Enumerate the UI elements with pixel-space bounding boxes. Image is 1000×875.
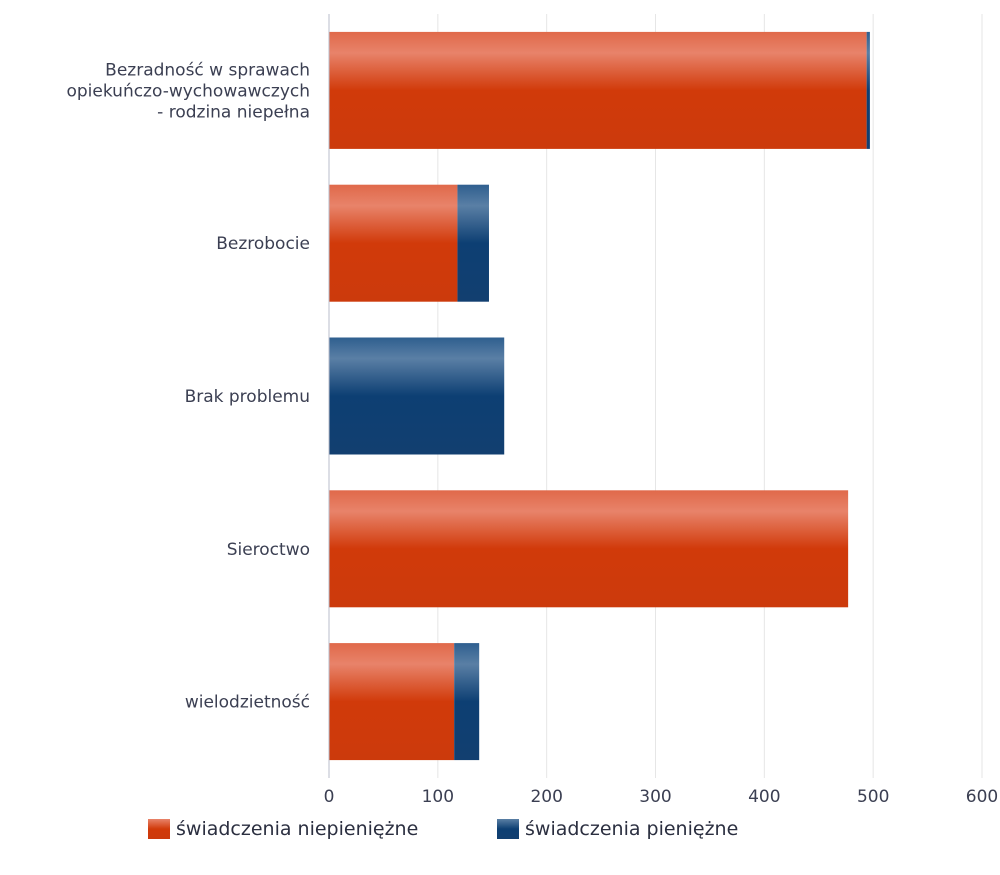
x-tick-label: 0 — [324, 787, 335, 807]
x-tick-label: 200 — [530, 787, 562, 807]
category-label-line: Brak problemu — [185, 387, 310, 407]
legend: świadczenia niepieniężne świadczenia pie… — [0, 818, 1000, 848]
category-labels: Bezradność w sprawach opiekuńczo-wychowaw… — [66, 60, 310, 712]
category-label-line: - rodzina niepełna — [152, 102, 310, 122]
category-label-line: wielodzietność — [185, 693, 310, 713]
legend-item-series-1[interactable]: świadczenia niepieniężne — [148, 818, 418, 840]
category-label: Bezrobocie — [216, 234, 310, 254]
x-tick-label: 600 — [966, 787, 998, 807]
legend-label-series-1: świadczenia niepieniężne — [176, 818, 418, 840]
x-tick-label: 500 — [857, 787, 889, 807]
legend-label-series-2: świadczenia pieniężne — [525, 818, 738, 840]
category-label-line: opiekuńczo-wychowawczych — [66, 81, 310, 101]
bar-series-1-category-5[interactable] — [329, 643, 454, 760]
bar-series-2-category-2[interactable] — [457, 185, 489, 302]
x-tick-label: 100 — [422, 787, 454, 807]
bar-series-2-category-3[interactable] — [329, 338, 504, 455]
x-tick-labels: 0 100 200 300 400 500 600 — [324, 787, 999, 807]
x-tick-label: 300 — [639, 787, 671, 807]
bar-series-1-category-2[interactable] — [329, 185, 457, 302]
category-label: Sieroctwo — [227, 540, 310, 560]
x-tick-label: 400 — [748, 787, 780, 807]
category-label-line: Sieroctwo — [227, 540, 310, 560]
bar-series-2-category-1[interactable] — [867, 32, 870, 149]
category-label: wielodzietność — [185, 693, 310, 713]
stacked-bar-chart: Bezradność w sprawach opiekuńczo-wychowaw… — [0, 0, 1000, 810]
legend-swatch-series-2 — [497, 819, 519, 839]
category-label: Brak problemu — [185, 387, 310, 407]
category-label-line: Bezradność w sprawach — [105, 60, 310, 80]
bar-series-1-category-1[interactable] — [329, 32, 867, 149]
legend-swatch-series-1 — [148, 819, 170, 839]
bar-series-2-category-5[interactable] — [454, 643, 479, 760]
category-label: Bezradność w sprawach opiekuńczo-wychowaw… — [66, 60, 310, 122]
legend-item-series-2[interactable]: świadczenia pieniężne — [497, 818, 738, 840]
bars — [329, 32, 870, 760]
bar-series-1-category-4[interactable] — [329, 490, 848, 607]
category-label-line: Bezrobocie — [216, 234, 310, 254]
